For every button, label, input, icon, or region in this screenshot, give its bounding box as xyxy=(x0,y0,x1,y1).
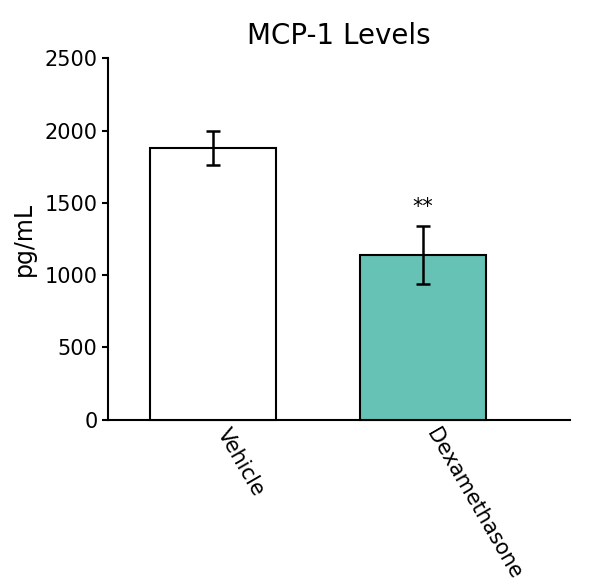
Bar xyxy=(360,255,486,420)
Title: MCP-1 Levels: MCP-1 Levels xyxy=(247,22,431,50)
Y-axis label: pg/mL: pg/mL xyxy=(12,202,36,276)
Bar xyxy=(150,148,276,420)
Text: **: ** xyxy=(413,197,433,217)
